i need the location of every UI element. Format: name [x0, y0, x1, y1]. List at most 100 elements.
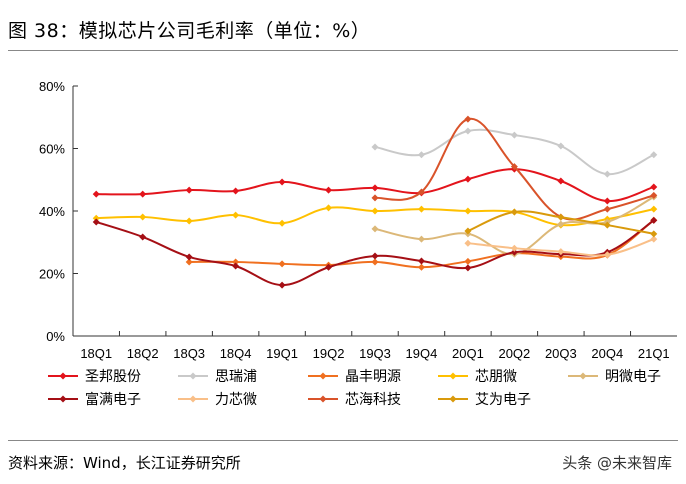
data-point — [650, 216, 658, 224]
data-point — [417, 263, 425, 271]
x-tick-label: 19Q4 — [406, 346, 438, 361]
data-point — [417, 151, 425, 159]
data-point — [232, 187, 240, 195]
data-point — [417, 257, 425, 265]
data-point — [510, 208, 518, 216]
x-tick-label: 20Q2 — [498, 346, 530, 361]
data-point — [464, 239, 472, 247]
y-tick-label: 60% — [39, 142, 65, 157]
legend-marker — [319, 372, 327, 380]
data-point — [232, 258, 240, 266]
series-9 — [464, 208, 658, 238]
data-point — [417, 235, 425, 243]
legend-label: 晶丰明源 — [345, 369, 401, 385]
x-tick-label: 20Q3 — [545, 346, 577, 361]
x-tick-label: 20Q1 — [452, 346, 484, 361]
legend-marker — [59, 372, 67, 380]
legend-item: 力芯微 — [178, 392, 257, 408]
data-point — [92, 218, 100, 226]
data-point — [185, 258, 193, 266]
legend-item: 富满电子 — [48, 391, 141, 408]
data-point — [464, 175, 472, 183]
data-point — [557, 248, 565, 256]
data-point — [510, 131, 518, 139]
data-point — [464, 115, 472, 123]
data-point — [650, 235, 658, 243]
data-point — [557, 142, 565, 150]
data-point — [417, 205, 425, 213]
x-tick-label: 19Q2 — [313, 346, 345, 361]
data-point — [232, 262, 240, 270]
data-point — [464, 127, 472, 135]
data-point — [232, 211, 240, 219]
data-point — [510, 244, 518, 252]
legend-marker — [319, 395, 327, 403]
title-divider — [8, 50, 678, 51]
series-8 — [371, 115, 658, 221]
data-point — [557, 213, 565, 221]
legend-marker — [449, 395, 457, 403]
data-point — [464, 227, 472, 235]
legend-item: 圣邦股份 — [48, 369, 141, 385]
legend-label: 力芯微 — [215, 392, 257, 408]
data-point — [371, 252, 379, 260]
data-point — [464, 257, 472, 265]
legend-item: 思瑞浦 — [178, 369, 257, 385]
figure-title: 图 38：模拟芯片公司毛利率（单位：%） — [8, 20, 371, 42]
source-note: 资料来源：Wind，长江证券研究所 — [8, 454, 241, 472]
data-point — [557, 220, 565, 228]
data-point — [278, 219, 286, 227]
data-point — [185, 186, 193, 194]
x-tick-label: 20Q4 — [591, 346, 623, 361]
data-point — [464, 264, 472, 272]
data-point — [650, 205, 658, 213]
data-point — [603, 197, 611, 205]
x-tick-label: 18Q4 — [220, 346, 252, 361]
data-point — [185, 217, 193, 225]
data-point — [325, 204, 333, 212]
legend-item: 芯海科技 — [308, 392, 401, 408]
data-point — [371, 184, 379, 192]
legend-item: 艾为电子 — [438, 392, 531, 408]
series-7 — [464, 235, 658, 259]
legend-item: 明微电子 — [568, 369, 661, 385]
footer-divider — [8, 440, 678, 441]
legend-item: 芯朋微 — [438, 369, 517, 385]
legend-label: 明微电子 — [605, 369, 661, 385]
series-2 — [371, 127, 658, 178]
data-point — [278, 178, 286, 186]
data-point — [92, 214, 100, 222]
legend-marker — [59, 395, 67, 403]
data-point — [417, 188, 425, 196]
x-tick-label: 18Q2 — [127, 346, 159, 361]
data-point — [278, 260, 286, 268]
watermark: 头条 @未来智库 — [562, 454, 672, 472]
data-point — [650, 191, 658, 199]
x-tick-label: 18Q1 — [80, 346, 112, 361]
data-point — [603, 221, 611, 229]
x-tick-label: 18Q3 — [173, 346, 205, 361]
legend-marker — [579, 372, 587, 380]
data-point — [603, 251, 611, 259]
data-point — [139, 190, 147, 198]
y-tick-label: 0% — [46, 329, 65, 344]
data-point — [278, 281, 286, 289]
y-tick-label: 20% — [39, 267, 65, 282]
data-point — [650, 230, 658, 238]
legend-label: 思瑞浦 — [215, 369, 257, 385]
x-tick-label: 21Q1 — [638, 346, 670, 361]
data-point — [371, 258, 379, 266]
legend-marker — [189, 372, 197, 380]
data-point — [139, 233, 147, 241]
data-point — [557, 177, 565, 185]
data-point — [325, 263, 333, 271]
data-point — [510, 248, 518, 256]
legend-marker — [189, 395, 197, 403]
y-tick-label: 80% — [39, 79, 65, 94]
legend-label: 圣邦股份 — [85, 369, 141, 385]
x-tick-label: 19Q3 — [359, 346, 391, 361]
data-point — [371, 194, 379, 202]
data-point — [92, 190, 100, 198]
series-4 — [92, 204, 658, 229]
